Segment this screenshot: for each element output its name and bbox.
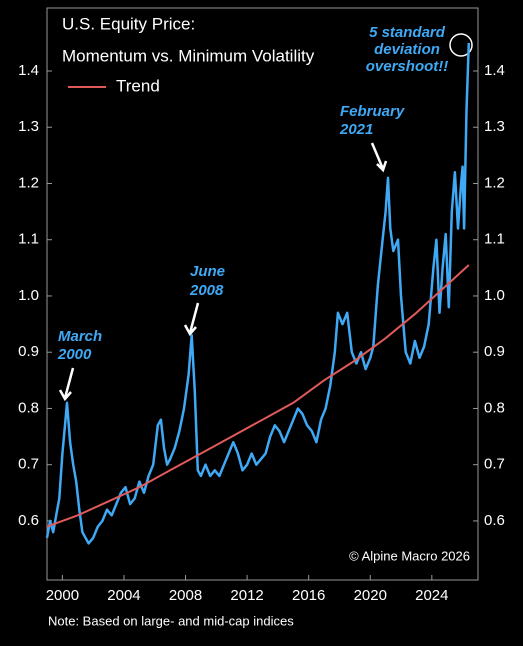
y2-tick-label: 1.3 [484, 118, 505, 135]
annotation: February [340, 103, 405, 120]
x-tick-label: 2000 [46, 587, 79, 604]
x-tick-label: 2008 [169, 587, 202, 604]
annotation-arrow [370, 142, 388, 173]
annotation-arrow [58, 367, 75, 402]
y2-tick-label: 0.7 [484, 456, 505, 473]
y-tick-label: 1.2 [18, 174, 39, 191]
y2-tick-label: 1.4 [484, 62, 505, 79]
highlight-circle [449, 33, 473, 57]
y2-tick-label: 1.2 [484, 174, 505, 191]
y-tick-label: 1.0 [18, 287, 39, 304]
y-tick-label: 1.1 [18, 231, 39, 248]
series-line [45, 42, 471, 545]
x-tick-label: 2024 [415, 587, 448, 604]
chart-title: Momentum vs. Minimum Volatility [62, 46, 315, 65]
y-tick-label: 0.8 [18, 399, 39, 416]
y-tick-label: 1.3 [18, 118, 39, 135]
annotation: March [58, 328, 102, 345]
annotation: deviation [374, 41, 440, 58]
annotation: 2000 [57, 346, 92, 363]
y2-tick-label: 0.6 [484, 512, 505, 529]
annotation: June [190, 263, 225, 280]
series-line [46, 264, 470, 528]
y2-tick-label: 0.8 [484, 399, 505, 416]
credit: © Alpine Macro 2026 [349, 548, 470, 563]
annotation: overshoot!! [366, 58, 449, 75]
y2-tick-label: 0.9 [484, 343, 505, 360]
y-tick-label: 1.4 [18, 62, 39, 79]
y2-tick-label: 1.0 [484, 287, 505, 304]
chart-title: U.S. Equity Price: [62, 14, 195, 33]
y-tick-label: 0.9 [18, 343, 39, 360]
x-tick-label: 2004 [107, 587, 140, 604]
footnote: Note: Based on large- and mid-cap indice… [48, 613, 294, 628]
x-tick-label: 2016 [292, 587, 325, 604]
x-tick-label: 2012 [230, 587, 263, 604]
annotation-arrow [183, 302, 200, 337]
y2-tick-label: 1.1 [484, 231, 505, 248]
x-tick-label: 2020 [354, 587, 387, 604]
y-tick-label: 0.7 [18, 456, 39, 473]
annotation: 2008 [189, 282, 224, 299]
y-tick-label: 0.6 [18, 512, 39, 529]
plot-frame [46, 7, 479, 581]
legend-label: Trend [116, 76, 160, 95]
annotation: 2021 [339, 121, 373, 138]
annotation: 5 standard [369, 24, 446, 41]
